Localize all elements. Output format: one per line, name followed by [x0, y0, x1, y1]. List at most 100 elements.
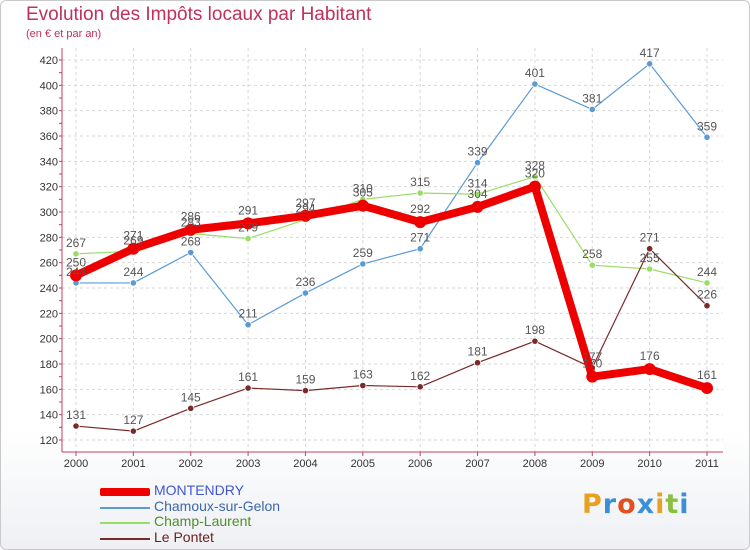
data-point-montendry — [127, 242, 140, 255]
data-label-chamoux-sur-gelon: 401 — [525, 66, 545, 80]
data-label-le-pontet: 181 — [468, 345, 488, 359]
data-label-champ-laurent: 310 — [353, 181, 373, 195]
y-tick-label: 280 — [40, 232, 58, 244]
data-point-champ-laurent — [588, 261, 596, 269]
data-label-champ-laurent: 267 — [66, 236, 86, 250]
data-label-le-pontet: 226 — [697, 288, 717, 302]
data-point-montendry — [184, 223, 197, 236]
data-label-chamoux-sur-gelon: 359 — [697, 119, 717, 133]
legend-swatch — [100, 522, 150, 524]
legend-swatch — [100, 506, 150, 509]
data-label-champ-laurent: 315 — [410, 175, 430, 189]
series-line-le-pontet — [75, 248, 708, 432]
x-tick-label: 2009 — [580, 458, 604, 470]
y-tick-label: 220 — [40, 308, 58, 320]
data-label-montendry: 176 — [640, 349, 660, 363]
logo-letter: r — [602, 489, 618, 520]
legend-swatch — [100, 488, 150, 496]
data-point-chamoux-sur-gelon — [588, 105, 596, 114]
chart-title: Evolution des Impôts locaux par Habitant — [26, 4, 372, 25]
data-point-chamoux-sur-gelon — [359, 260, 367, 268]
data-point-montendry — [528, 180, 541, 193]
data-point-chamoux-sur-gelon — [301, 289, 310, 297]
data-point-champ-laurent — [72, 250, 80, 258]
data-label-chamoux-sur-gelon: 244 — [123, 265, 143, 279]
y-tick-label: 240 — [40, 283, 58, 295]
x-tick-label: 2000 — [64, 458, 88, 470]
data-label-champ-laurent: 279 — [238, 221, 258, 235]
data-point-le-pontet — [531, 337, 539, 345]
data-label-chamoux-sur-gelon: 268 — [181, 235, 201, 249]
y-tick-label: 140 — [40, 410, 58, 422]
y-tick-label: 120 — [40, 435, 58, 447]
data-label-champ-laurent: 255 — [640, 251, 660, 265]
data-point-le-pontet — [129, 427, 137, 435]
data-label-le-pontet: 127 — [123, 413, 143, 427]
x-tick-label: 2001 — [121, 458, 145, 470]
data-label-le-pontet: 198 — [525, 323, 545, 337]
data-label-montendry: 305 — [353, 186, 373, 200]
data-label-le-pontet: 177 — [582, 350, 602, 364]
data-label-champ-laurent: 283 — [181, 216, 201, 230]
data-point-chamoux-sur-gelon — [531, 80, 539, 88]
data-point-le-pontet — [244, 384, 252, 392]
data-label-montendry: 161 — [697, 368, 717, 382]
data-label-chamoux-sur-gelon: 417 — [640, 46, 660, 60]
legend-label: Le Pontet — [154, 528, 214, 545]
data-label-montendry: 286 — [181, 210, 201, 224]
data-point-champ-laurent — [416, 189, 424, 197]
x-tick-label: 2010 — [637, 458, 661, 470]
data-label-le-pontet: 162 — [410, 369, 430, 383]
data-label-le-pontet: 145 — [181, 390, 201, 404]
data-label-chamoux-sur-gelon: 381 — [582, 91, 602, 105]
data-point-montendry — [299, 209, 312, 222]
data-point-chamoux-sur-gelon — [187, 248, 195, 257]
series-line-chamoux-sur-gelon — [75, 63, 708, 326]
data-label-le-pontet: 131 — [66, 408, 86, 422]
data-label-chamoux-sur-gelon: 339 — [468, 145, 488, 159]
legend-label: Champ-Laurent — [154, 513, 252, 529]
data-label-chamoux-sur-gelon: 211 — [239, 307, 258, 321]
data-label-le-pontet: 159 — [295, 373, 315, 387]
data-point-montendry — [586, 370, 599, 383]
x-tick-label: 2003 — [236, 458, 260, 470]
data-label-chamoux-sur-gelon: 244 — [66, 265, 86, 279]
y-tick-label: 420 — [40, 55, 58, 67]
y-tick-label: 200 — [40, 334, 58, 346]
data-point-montendry — [70, 269, 82, 282]
logo-letter: P — [582, 489, 603, 520]
data-label-le-pontet: 161 — [238, 370, 258, 384]
data-label-chamoux-sur-gelon: 271 — [410, 231, 430, 245]
y-tick-label: 400 — [40, 80, 58, 92]
data-label-champ-laurent: 269 — [123, 233, 143, 247]
y-tick-label: 380 — [40, 106, 58, 118]
data-point-chamoux-sur-gelon — [416, 245, 424, 253]
data-label-montendry: 170 — [582, 357, 602, 371]
data-label-montendry: 291 — [238, 203, 258, 217]
data-point-le-pontet — [646, 245, 654, 253]
logo-letter: t — [665, 489, 680, 520]
data-label-montendry: 304 — [468, 187, 488, 201]
data-point-champ-laurent — [646, 265, 654, 273]
data-point-le-pontet — [703, 302, 711, 310]
proxiti-logo: Proxiti — [582, 489, 690, 520]
data-point-champ-laurent — [473, 190, 482, 198]
plot-area — [62, 48, 723, 452]
data-point-chamoux-sur-gelon — [244, 321, 252, 329]
data-point-le-pontet — [473, 359, 482, 367]
data-label-montendry: 250 — [66, 255, 86, 269]
logo-letter: i — [679, 489, 690, 520]
data-point-le-pontet — [359, 381, 367, 390]
data-point-montendry — [701, 382, 713, 395]
data-point-champ-laurent — [703, 279, 711, 287]
data-label-montendry: 271 — [123, 229, 143, 243]
data-label-montendry: 292 — [410, 202, 430, 216]
logo-letter: o — [617, 489, 637, 520]
y-tick-label: 300 — [40, 207, 58, 219]
data-point-le-pontet — [301, 386, 310, 395]
y-tick-label: 260 — [40, 258, 58, 270]
data-point-le-pontet — [72, 422, 80, 430]
data-point-champ-laurent — [244, 235, 252, 243]
x-tick-label: 2005 — [351, 458, 375, 470]
